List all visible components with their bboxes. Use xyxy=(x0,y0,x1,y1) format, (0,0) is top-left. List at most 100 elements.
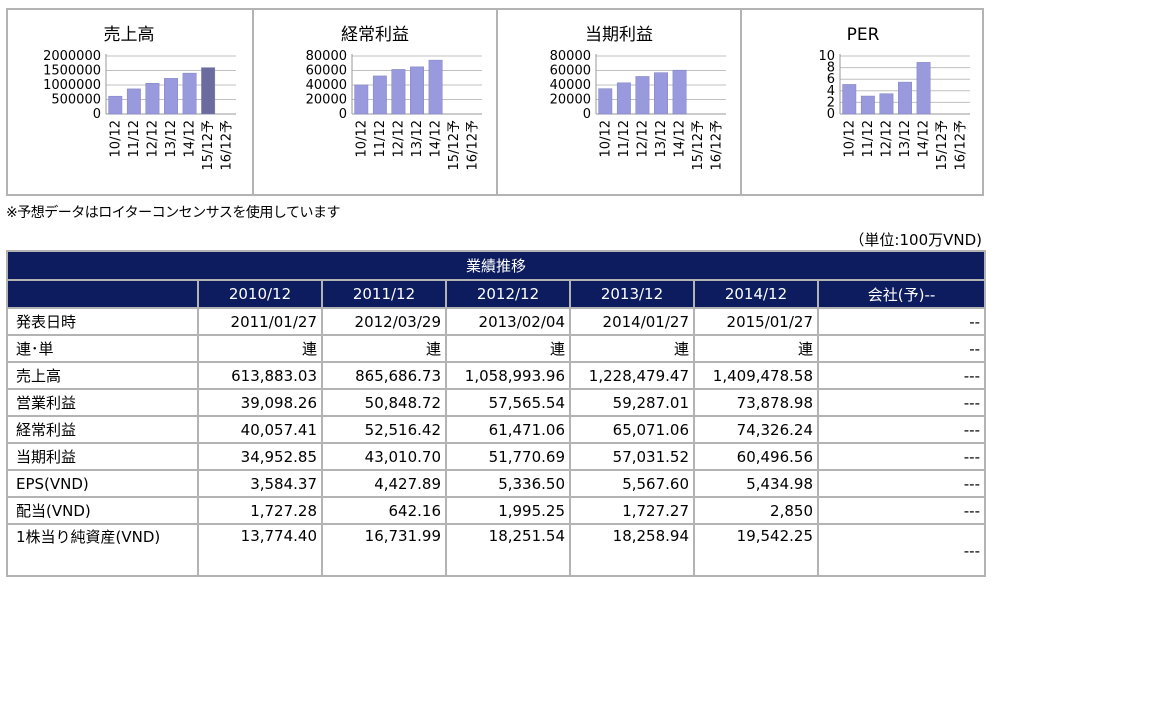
row-label: 1株当り純資産(VND) xyxy=(6,523,199,577)
x-tick-label: 15/12予 xyxy=(447,120,462,170)
table-cell: 18,251.54 xyxy=(445,523,571,577)
table-cell: 59,287.01 xyxy=(569,388,695,417)
table-cell: 1,727.28 xyxy=(197,496,323,525)
bar xyxy=(428,59,443,115)
row-label: 発表日時 xyxy=(6,307,199,336)
forecast-cell: --- xyxy=(816,388,987,417)
bar xyxy=(372,75,387,115)
bar xyxy=(842,84,857,115)
x-tick-label: 12/12 xyxy=(635,120,650,157)
x-tick-label: 14/12 xyxy=(673,120,688,157)
header-cell-2013: 2013/12 xyxy=(569,279,695,309)
table-cell: 4,427.89 xyxy=(321,469,447,498)
table-cell: 5,336.50 xyxy=(445,469,571,498)
chart-title: 売上高 xyxy=(104,25,155,45)
bar xyxy=(354,84,369,115)
table-cell: 65,071.06 xyxy=(569,415,695,444)
y-tick-label: 60000 xyxy=(550,64,591,79)
chart-panel-sales: 売上高 2000000 1500000 1000000 500000 0 10/12 11/1… xyxy=(8,10,251,194)
table-cell: 39,098.26 xyxy=(197,388,323,417)
performance-table: 業績推移 2010/12 2011/12 2012/12 2013/12 201… xyxy=(5,250,987,577)
y-tick-label: 2 xyxy=(827,95,835,110)
table-row: 売上高 613,883.03 865,686.73 1,058,993.96 1… xyxy=(6,361,987,390)
table-cell: 60,496.56 xyxy=(693,442,819,471)
table-cell: 1,409,478.58 xyxy=(693,361,819,390)
header-cell-2011: 2011/12 xyxy=(321,279,447,309)
bar xyxy=(201,67,216,115)
header-cell-2012: 2012/12 xyxy=(445,279,571,309)
forecast-note: ※予想データはロイターコンセンサスを使用しています xyxy=(6,205,340,221)
x-tick-label: 11/12 xyxy=(617,120,632,157)
forecast-cell: --- xyxy=(816,523,987,577)
table-row: 経常利益 40,057.41 52,516.42 61,471.06 65,07… xyxy=(6,415,987,444)
table-cell: 2,850 xyxy=(693,496,819,525)
y-tick-label: 1000000 xyxy=(43,78,101,93)
chart-panel-per: PER 10 8 6 4 2 0 10/12 11/12 12/12 13/12 14/12 15/12… xyxy=(740,10,985,194)
table-cell: 865,686.73 xyxy=(321,361,447,390)
x-tick-label: 12/12 xyxy=(879,120,894,157)
header-cell-2014: 2014/12 xyxy=(693,279,819,309)
charts-container: 売上高 2000000 1500000 1000000 500000 0 10/12 11/1… xyxy=(6,8,984,196)
bar xyxy=(182,72,197,115)
table-cell: 40,057.41 xyxy=(197,415,323,444)
table-cell: 13,774.40 xyxy=(197,523,323,577)
table-cell: 連 xyxy=(321,334,447,363)
y-tick-label: 1500000 xyxy=(43,64,101,79)
chart-panel-ordinary-profit: 経常利益 80000 60000 40000 20000 0 10/12 11/12 12/12… xyxy=(252,10,497,194)
row-label: EPS(VND) xyxy=(6,469,199,498)
table-cell: 642.16 xyxy=(321,496,447,525)
y-tick-label: 4 xyxy=(827,84,835,99)
bar xyxy=(860,95,875,115)
row-label: 経常利益 xyxy=(6,415,199,444)
x-tick-label: 10/12 xyxy=(108,120,123,157)
y-tick-label: 60000 xyxy=(306,64,347,79)
chart-title: PER xyxy=(847,25,880,45)
bar xyxy=(635,76,650,115)
unit-label: （単位:100万VND) xyxy=(849,231,982,249)
table-cell: 51,770.69 xyxy=(445,442,571,471)
row-label: 連･単 xyxy=(6,334,199,363)
x-tick-label: 13/12 xyxy=(654,120,669,157)
bar xyxy=(616,82,631,115)
table-cell: 連 xyxy=(445,334,571,363)
x-tick-label: 13/12 xyxy=(410,120,425,157)
x-tick-label: 16/12予 xyxy=(466,120,481,170)
x-tick-label: 10/12 xyxy=(598,120,613,157)
x-tick-label: 10/12 xyxy=(842,120,857,157)
x-tick-label: 13/12 xyxy=(898,120,913,157)
table-cell: 連 xyxy=(197,334,323,363)
bar xyxy=(108,95,123,115)
table-cell: 613,883.03 xyxy=(197,361,323,390)
table-cell: 2012/03/29 xyxy=(321,307,447,336)
table-cell: 57,565.54 xyxy=(445,388,571,417)
table-header-row: 2010/12 2011/12 2012/12 2013/12 2014/12 … xyxy=(6,279,987,309)
table-cell: 50,848.72 xyxy=(321,388,447,417)
y-tick-label: 0 xyxy=(93,107,101,122)
x-tick-label: 15/12予 xyxy=(201,120,216,170)
bar xyxy=(410,66,424,115)
y-tick-label: 20000 xyxy=(550,93,591,108)
x-tick-label: 11/12 xyxy=(861,120,876,157)
header-cell-company-forecast: 会社(予)-- xyxy=(816,279,987,309)
bar xyxy=(145,83,160,115)
table-cell: 73,878.98 xyxy=(693,388,819,417)
y-tick-label: 20000 xyxy=(306,93,347,108)
table-cell: 1,727.27 xyxy=(569,496,695,525)
table-row: 配当(VND) 1,727.28 642.16 1,995.25 1,727.2… xyxy=(6,496,987,525)
y-tick-label: 0 xyxy=(827,107,835,122)
bar xyxy=(598,88,613,115)
x-tick-label: 12/12 xyxy=(145,120,160,157)
header-cell-label xyxy=(6,279,199,309)
table-row: 1株当り純資産(VND) 13,774.40 16,731.99 18,251.… xyxy=(6,523,987,577)
x-tick-label: 15/12予 xyxy=(935,120,950,170)
table-row: 連･単 連 連 連 連 連 -- xyxy=(6,334,987,363)
table-cell: 2013/02/04 xyxy=(445,307,571,336)
table-cell: 2011/01/27 xyxy=(197,307,323,336)
table-cell: 61,471.06 xyxy=(445,415,571,444)
table-cell: 19,542.25 xyxy=(693,523,819,577)
bar xyxy=(391,69,406,115)
table-title: 業績推移 xyxy=(5,250,987,281)
x-tick-label: 13/12 xyxy=(164,120,179,157)
